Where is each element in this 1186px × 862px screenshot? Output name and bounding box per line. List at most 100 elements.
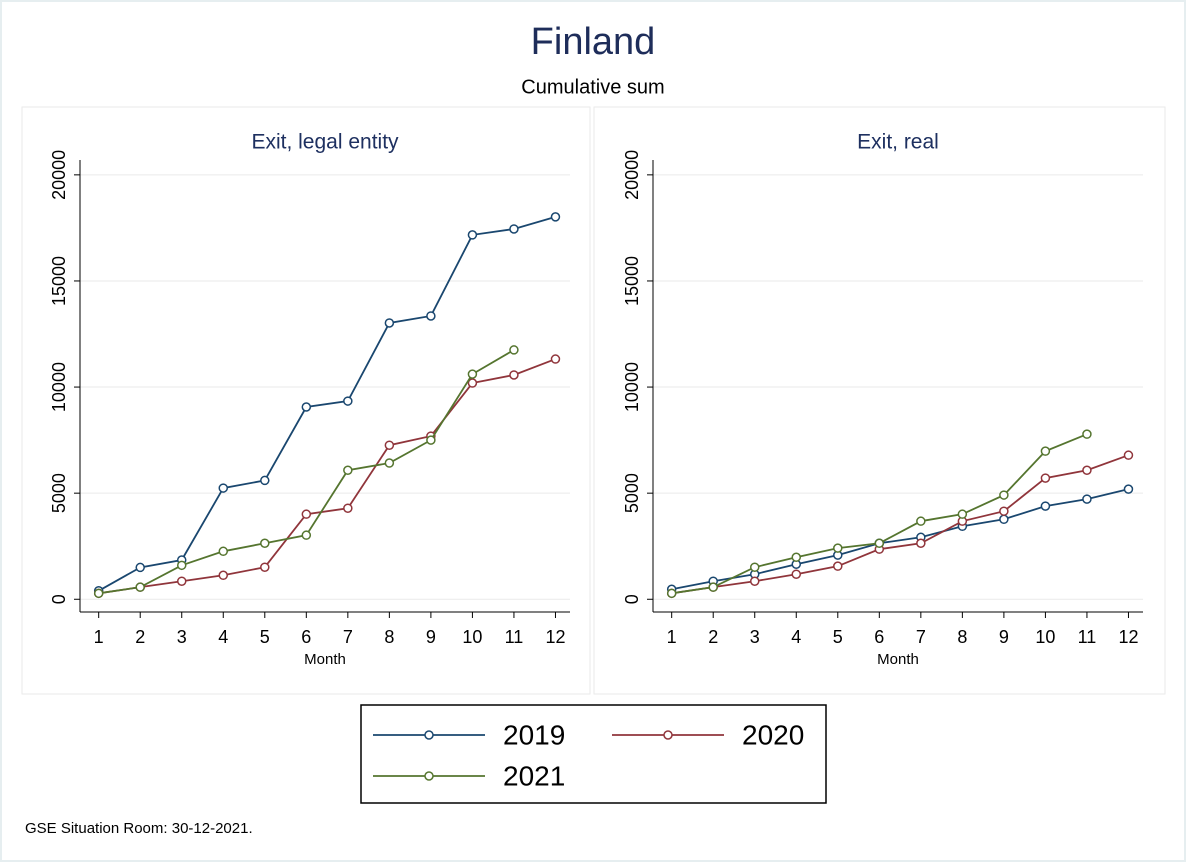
data-point — [1040, 446, 1051, 456]
legend-label: 2020 — [742, 719, 804, 750]
data-point — [916, 538, 926, 548]
x-tick-label: 11 — [505, 627, 524, 647]
data-point — [93, 588, 104, 599]
y-tick-label: 20000 — [49, 150, 69, 200]
data-point — [343, 503, 353, 513]
chart-title: Finland — [531, 21, 656, 63]
data-point — [218, 570, 229, 581]
note: GSE Situation Room: 30-12-2021. — [25, 820, 253, 837]
y-tick-label: 10000 — [49, 362, 69, 412]
x-tick-label: 7 — [343, 627, 353, 647]
data-point — [218, 546, 229, 557]
data-point — [384, 458, 395, 468]
data-point — [999, 490, 1009, 500]
data-point — [509, 224, 519, 234]
data-point — [426, 435, 436, 445]
data-point — [301, 402, 312, 412]
y-tick-label: 10000 — [622, 362, 642, 412]
panel-title: Exit, real — [857, 131, 939, 154]
data-point — [1082, 465, 1092, 475]
x-tick-label: 7 — [916, 627, 926, 647]
data-point — [874, 538, 885, 548]
data-point — [301, 509, 312, 519]
data-point — [749, 576, 760, 586]
x-tick-label: 1 — [94, 627, 104, 647]
y-tick-label: 5000 — [49, 473, 69, 513]
data-point — [135, 562, 145, 573]
data-point — [708, 582, 718, 592]
y-tick-label: 15000 — [622, 256, 642, 306]
x-tick-label: 2 — [135, 627, 145, 647]
data-point — [176, 560, 187, 571]
data-point — [1082, 429, 1092, 439]
y-tick-label: 20000 — [622, 150, 642, 200]
data-point — [260, 562, 270, 572]
data-point — [301, 530, 312, 540]
data-point — [509, 370, 519, 380]
x-tick-label: 1 — [667, 627, 677, 647]
x-tick-label: 2 — [708, 627, 718, 647]
data-point — [260, 538, 270, 548]
x-tick-label: 6 — [874, 627, 884, 647]
x-axis-label: Month — [877, 651, 919, 668]
data-point — [1040, 501, 1051, 511]
series-line — [671, 454, 1129, 595]
data-point — [916, 516, 926, 526]
x-tick-label: 11 — [1078, 627, 1097, 647]
x-tick-label: 10 — [462, 627, 482, 647]
x-tick-label: 10 — [1035, 627, 1055, 647]
x-tick-label: 12 — [545, 627, 565, 647]
data-point — [957, 509, 968, 519]
legend-label: 2021 — [503, 760, 565, 791]
data-point — [833, 543, 843, 553]
data-point — [467, 230, 478, 240]
data-point — [1123, 484, 1134, 494]
y-tick-label: 15000 — [49, 256, 69, 306]
data-point — [833, 561, 843, 571]
data-point — [791, 569, 802, 579]
x-tick-label: 5 — [833, 627, 843, 647]
data-point — [218, 483, 229, 493]
data-point — [550, 354, 561, 364]
y-tick-label: 0 — [622, 594, 642, 604]
data-point — [260, 475, 270, 486]
x-tick-label: 9 — [999, 627, 1009, 647]
data-point — [999, 514, 1009, 525]
data-point — [384, 318, 395, 328]
y-tick-label: 5000 — [622, 473, 642, 513]
data-point — [1082, 494, 1092, 504]
series-line — [98, 358, 556, 595]
legend-box — [360, 704, 827, 804]
x-tick-label: 3 — [177, 627, 187, 647]
data-point — [509, 345, 519, 355]
y-tick-label: 0 — [49, 594, 69, 604]
data-point — [666, 588, 677, 599]
legend-marker — [424, 730, 434, 740]
series-line — [98, 216, 556, 592]
data-point — [791, 552, 802, 563]
panel-frame — [21, 106, 591, 695]
data-point — [1123, 450, 1134, 460]
legend-marker — [424, 771, 434, 781]
x-tick-label: 4 — [791, 627, 801, 647]
data-point — [343, 396, 353, 406]
data-point — [426, 311, 436, 321]
x-tick-label: 12 — [1118, 627, 1138, 647]
x-tick-label: 9 — [426, 627, 436, 647]
data-point — [135, 582, 145, 592]
x-tick-label: 6 — [301, 627, 311, 647]
chart-subtitle: Cumulative sum — [521, 76, 664, 98]
panel-title: Exit, legal entity — [251, 131, 399, 154]
series-line — [671, 488, 1129, 591]
data-point — [384, 440, 395, 450]
data-point — [749, 562, 760, 572]
legend-label: 2019 — [503, 719, 565, 750]
data-point — [176, 576, 187, 586]
x-tick-label: 8 — [384, 627, 394, 647]
data-point — [1040, 473, 1051, 483]
data-point — [343, 465, 353, 475]
legend-marker — [663, 730, 673, 740]
x-axis-label: Month — [304, 651, 346, 668]
